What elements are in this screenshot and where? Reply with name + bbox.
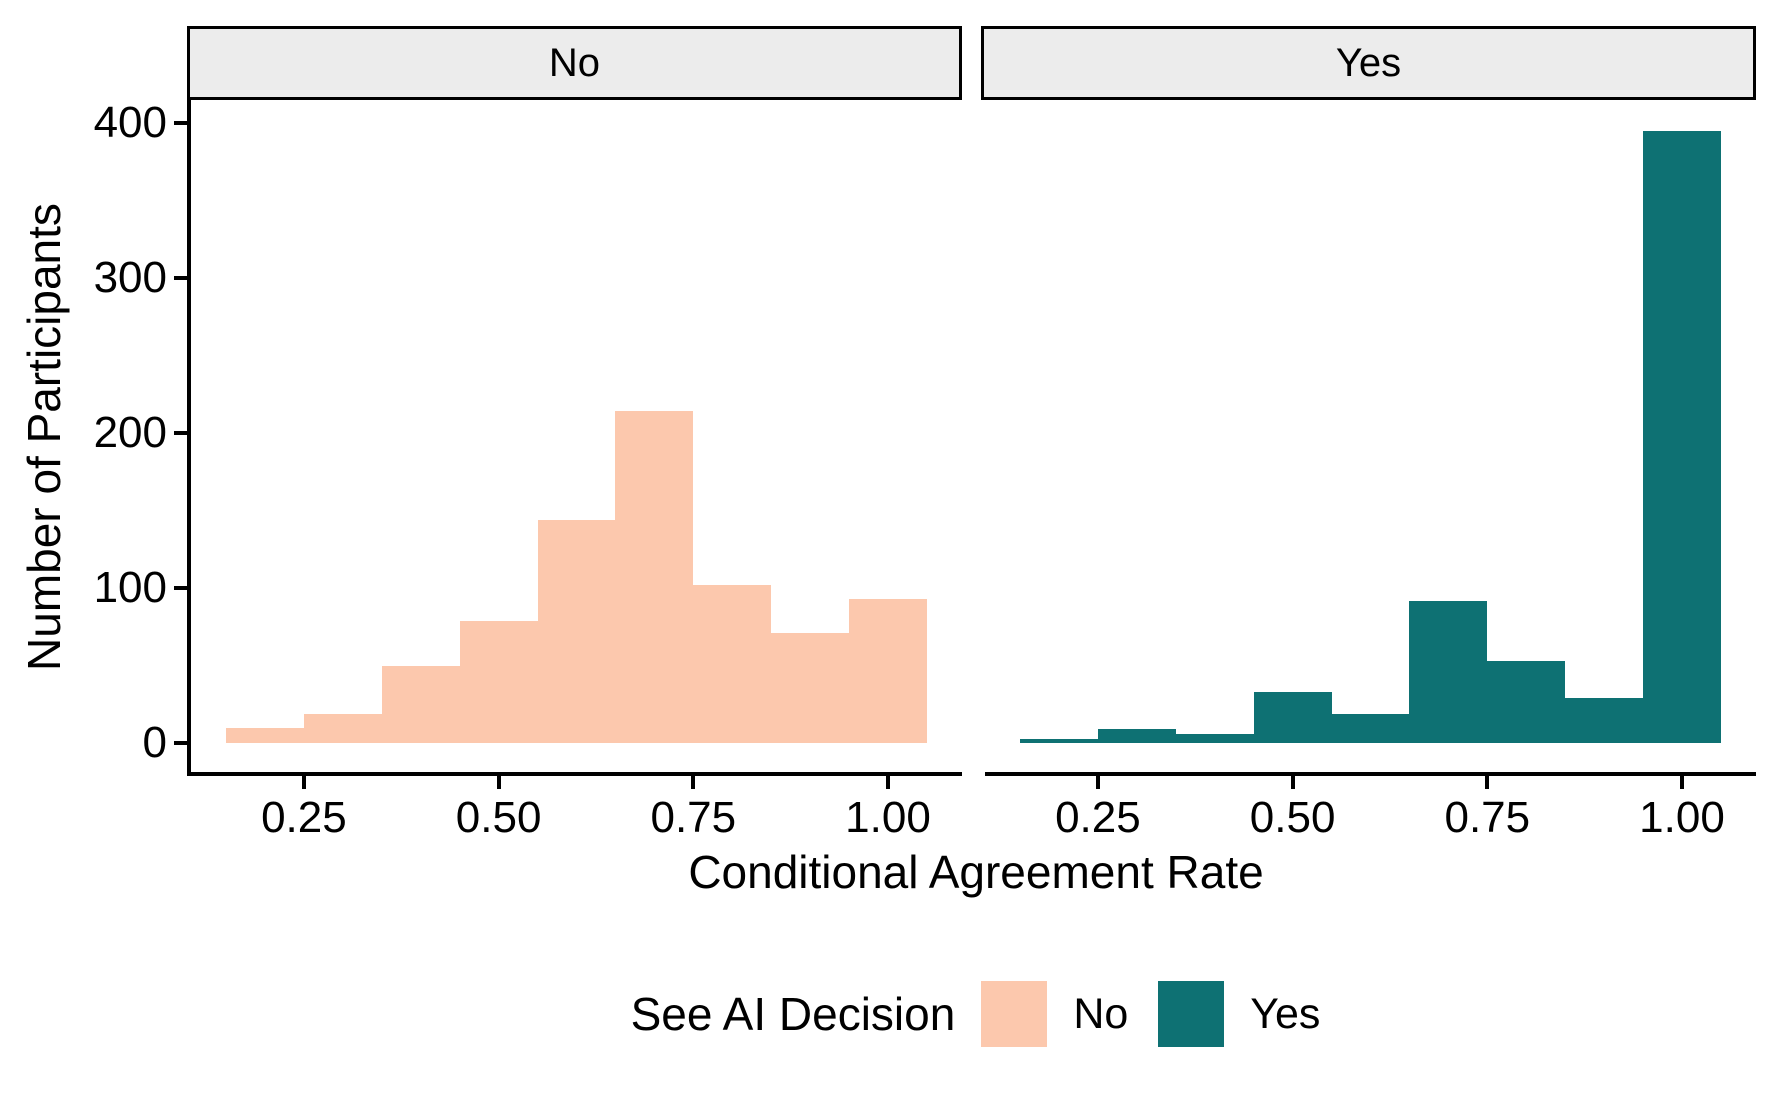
x-tick-label: 1.00 — [1639, 793, 1725, 842]
x-tick-label: 0.25 — [1055, 793, 1141, 842]
histogram-bar — [1175, 734, 1254, 744]
histogram-bar — [381, 665, 460, 744]
y-axis-line — [187, 100, 191, 776]
x-axis-line — [187, 772, 962, 776]
x-tick-mark — [1290, 776, 1295, 789]
legend-swatch-yes — [1158, 981, 1225, 1047]
y-tick-label: 300 — [93, 253, 167, 302]
x-tick-mark — [1095, 776, 1100, 789]
legend-entry-yes: Yes — [1158, 981, 1320, 1047]
y-tick-label: 100 — [93, 563, 167, 613]
facet-strip-no: No — [187, 26, 962, 100]
y-axis-title: Number of Participants — [18, 203, 70, 671]
x-tick-mark — [1680, 776, 1684, 789]
y-tick-mark — [174, 276, 187, 280]
y-tick-label: 200 — [93, 408, 167, 458]
x-tick-label: 0.75 — [650, 793, 737, 842]
histogram-bar — [1253, 692, 1332, 744]
facet-strip-yes: Yes — [981, 26, 1756, 100]
legend-swatch-no — [981, 981, 1048, 1047]
legend-label: No — [1073, 989, 1129, 1038]
x-tick-label: 0.50 — [1249, 793, 1336, 842]
histogram-bar — [1487, 661, 1566, 744]
histogram-bar — [537, 520, 616, 744]
x-tick-mark — [301, 776, 306, 789]
histogram-bar — [226, 727, 304, 744]
panel-no — [191, 100, 962, 774]
facet-strip-label: Yes — [1335, 40, 1402, 85]
histogram-bar — [771, 633, 850, 744]
legend-entry-no: No — [981, 981, 1128, 1047]
x-tick-label: 0.25 — [261, 793, 347, 842]
legend-title: See AI Decision — [630, 988, 956, 1040]
x-axis-line — [985, 772, 1756, 776]
panel-yes — [985, 100, 1756, 774]
histogram-bar — [1020, 738, 1098, 744]
histogram-bar — [849, 599, 927, 744]
x-axis-title: Conditional Agreement Rate — [688, 846, 1264, 898]
histogram-bar — [693, 585, 772, 744]
histogram-bar — [1409, 600, 1488, 744]
x-tick-mark — [1485, 776, 1490, 789]
facet-strip-label: No — [548, 40, 601, 85]
x-tick-label: 0.50 — [455, 793, 542, 842]
x-tick-mark — [496, 776, 501, 789]
histogram-bar — [615, 411, 694, 744]
y-tick-mark — [174, 586, 187, 591]
legend-label: Yes — [1250, 989, 1321, 1038]
x-tick-label: 0.75 — [1444, 793, 1531, 842]
x-tick-label: 1.00 — [845, 793, 931, 842]
histogram-bar — [1097, 729, 1176, 744]
y-tick-mark — [174, 121, 187, 125]
y-tick-label: 0 — [142, 718, 167, 768]
histogram-bar — [1643, 130, 1721, 744]
y-tick-mark — [174, 431, 187, 436]
x-tick-mark — [691, 776, 696, 789]
histogram-bar — [1565, 698, 1644, 744]
histogram-bar — [303, 713, 382, 744]
y-tick-mark — [174, 741, 187, 746]
histogram-bar — [459, 620, 538, 744]
legend: See AI Decision No Yes — [170, 981, 1781, 1047]
y-tick-label: 400 — [93, 98, 167, 147]
histogram-bar — [1331, 713, 1410, 744]
x-tick-mark — [886, 776, 890, 789]
